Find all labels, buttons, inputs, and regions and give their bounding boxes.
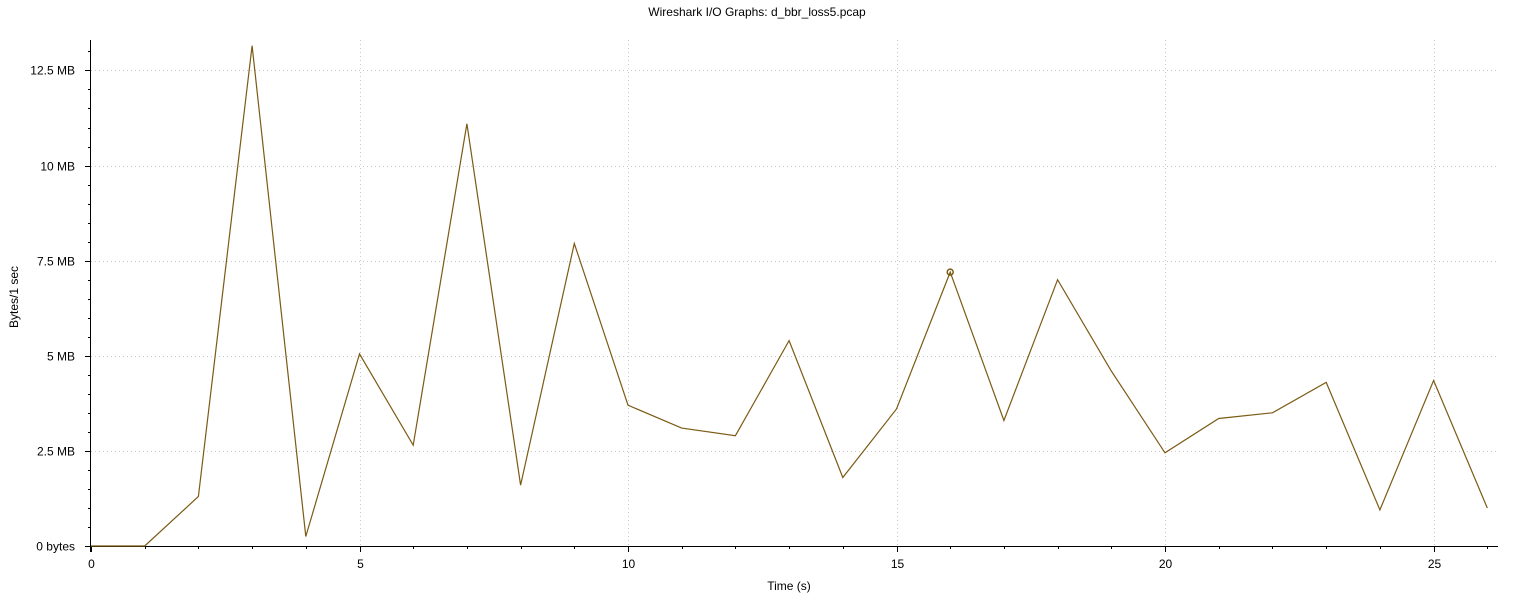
x-tick-label: 20 xyxy=(1159,557,1173,571)
series-line xyxy=(91,45,1488,547)
x-tick-label: 5 xyxy=(357,557,364,571)
selected-point-marker[interactable] xyxy=(946,268,954,276)
data-layer xyxy=(91,45,1488,547)
y-tick-label: 0 bytes xyxy=(36,540,75,554)
x-axis-title: Time (s) xyxy=(767,579,811,593)
chart-title: Wireshark I/O Graphs: d_bbr_loss5.pcap xyxy=(648,5,866,19)
x-tick-label: 15 xyxy=(891,557,905,571)
ticks-layer: 0 5 10 15 20 25 0 bytes 2.5 MB 5 MB 7.5 MB 10 MB 12… xyxy=(30,51,1488,571)
y-tick-label: 10 MB xyxy=(40,160,75,174)
y-tick-label: 5 MB xyxy=(47,350,75,364)
y-tick-label: 7.5 MB xyxy=(37,255,75,269)
grid-layer xyxy=(91,40,1498,546)
y-tick-label: 2.5 MB xyxy=(37,445,75,459)
y-axis-title: Bytes/1 sec xyxy=(7,266,21,328)
x-tick-label: 10 xyxy=(622,557,636,571)
x-tick-label: 25 xyxy=(1428,557,1442,571)
x-tick-label: 0 xyxy=(88,557,95,571)
y-tick-label: 12.5 MB xyxy=(30,64,75,78)
axes-layer xyxy=(90,40,1498,552)
